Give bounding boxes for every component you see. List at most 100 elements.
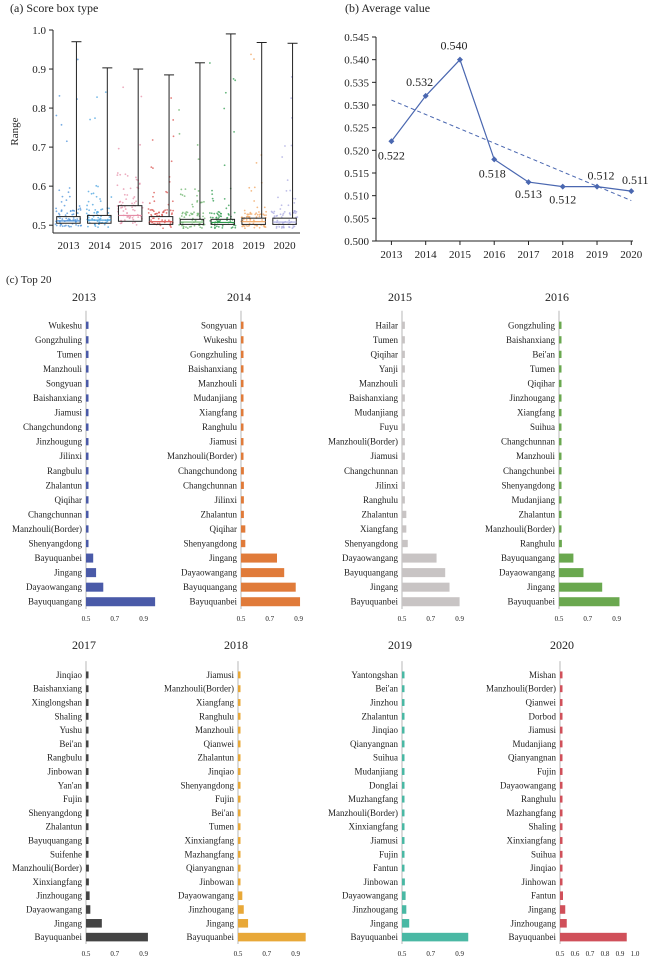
x-tick-label: 0.8 [601,950,610,958]
bar [241,321,244,329]
data-point [110,196,113,198]
bar-label: Changchundong [178,466,237,476]
data-point [219,215,222,218]
box [87,214,112,224]
data-point [161,219,164,222]
data-point [95,184,98,187]
x-tick-label: 2014 [415,249,438,261]
y-tick-label: 0.5 [32,220,46,232]
x-tick-label: 0.5 [82,615,91,623]
y-tick-label: 0.500 [344,236,369,248]
data-point [132,208,134,211]
data-point [158,211,160,214]
data-point [217,210,220,213]
data-point [87,200,90,203]
bar-label: Changchunnan [28,509,82,519]
data-point [166,209,169,211]
box [148,216,174,225]
data-point [249,213,252,215]
data-point [117,147,120,150]
data-point [291,227,294,230]
data-point [191,203,194,206]
data-point [215,217,218,219]
data-point [202,212,205,215]
bar-label: Yan'an [58,780,83,790]
x-tick-label: 2018 [212,240,235,252]
x-tick-label: 0.7 [583,615,592,623]
bar [238,699,241,706]
bar-label: Baishanxiang [349,393,398,403]
data-point [283,210,286,213]
bar [402,481,405,489]
data-point [254,213,257,216]
data-point [244,212,246,215]
bar [559,467,562,475]
bar-label: Shenyangdong [502,480,556,490]
data-point [148,202,151,205]
bar [402,582,450,592]
data-point [191,213,194,215]
bar-label: Manzhouli [195,725,234,735]
data-point [123,219,126,222]
data-point [202,215,204,218]
bar-label: Bayuquangang [183,582,237,592]
bar [86,510,89,519]
data-point [107,226,110,228]
bar [238,837,241,844]
data-point [253,200,256,202]
bar [86,452,89,460]
bar [402,712,405,720]
bar-label: Tumen [373,335,399,345]
data-point [129,187,132,190]
data-point [223,164,226,167]
data-point [223,198,226,200]
bar-label: Bayuquangang [28,836,82,846]
bar [560,740,563,748]
data-point [246,215,249,218]
bar [402,423,405,431]
data-point [628,188,635,195]
data-point [96,96,98,98]
series-line [390,58,632,192]
data-point [93,223,96,226]
bar [241,350,244,359]
bar-label: Tumen [530,364,556,374]
bar-label: Manzhouli(Border) [485,524,555,534]
data-point [225,207,228,210]
data-point [253,226,256,229]
data-point [98,221,101,224]
y-tick-label: 0.7 [32,142,46,154]
data-point [273,210,276,213]
data-point [125,198,128,201]
data-point [253,58,255,60]
data-point [55,207,58,210]
bar [402,699,405,706]
data-point [152,217,154,220]
bar [402,919,410,928]
bar [402,837,405,844]
panel-b-title: (b) Average value [345,1,430,15]
bar-label: Qianyangnan [350,739,398,749]
bar [402,685,405,693]
bar [86,365,89,373]
data-point [288,219,291,222]
bar-label: Qianwei [204,739,235,749]
panel-year-title: 2013 [72,290,96,304]
bar-label: Dayaowangang [342,553,398,563]
bar [86,891,90,900]
x-tick-label: 0.5 [556,950,565,958]
bar-label: Dayaowangang [26,905,82,915]
bar-label: Ranghulu [363,495,398,505]
data-point [275,225,278,228]
x-tick-label: 2017 [517,249,540,261]
data-point [295,210,298,213]
data-point [220,212,222,215]
data-point [172,209,175,212]
bar [86,809,89,817]
data-point [294,212,297,215]
bar [238,712,241,720]
box [272,217,297,225]
data-label: 0.522 [378,148,405,162]
bar [86,525,89,533]
bar-label: Baishanxiang [33,393,82,403]
